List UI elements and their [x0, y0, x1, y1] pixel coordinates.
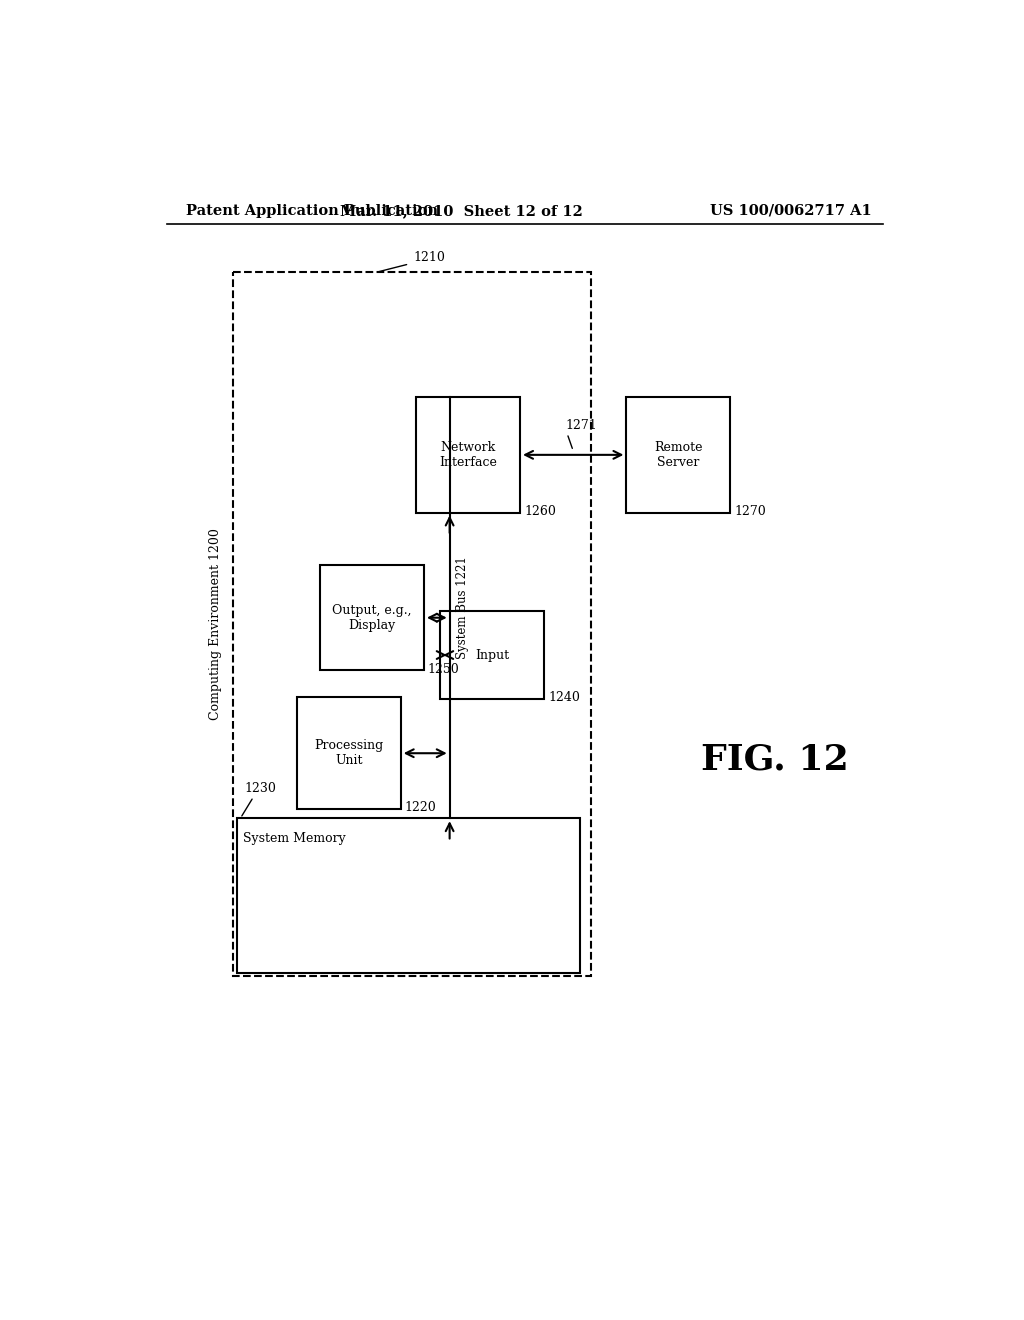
Text: US 100/0062717 A1: US 100/0062717 A1 [711, 203, 872, 218]
Text: 1260: 1260 [524, 506, 556, 517]
Text: Remote
Server: Remote Server [654, 441, 702, 469]
Text: System Memory: System Memory [243, 832, 345, 845]
Text: Output, e.g.,
Display: Output, e.g., Display [333, 603, 412, 632]
Text: 1271: 1271 [565, 418, 597, 432]
Text: FIG. 12: FIG. 12 [701, 742, 849, 776]
Text: Computing Environment 1200: Computing Environment 1200 [209, 528, 222, 721]
Text: 1270: 1270 [734, 506, 766, 517]
Text: Patent Application Publication: Patent Application Publication [186, 203, 438, 218]
Text: 1230: 1230 [245, 783, 276, 795]
Text: Mar. 11, 2010  Sheet 12 of 12: Mar. 11, 2010 Sheet 12 of 12 [340, 203, 583, 218]
Text: 1240: 1240 [548, 692, 580, 705]
Text: 1210: 1210 [414, 251, 445, 264]
Text: Input: Input [475, 648, 509, 661]
Text: Network
Interface: Network Interface [439, 441, 498, 469]
Text: 1220: 1220 [404, 801, 436, 814]
Text: 1250: 1250 [428, 663, 460, 676]
Text: Processing
Unit: Processing Unit [314, 739, 384, 767]
Text: System Bus 1221: System Bus 1221 [456, 556, 469, 659]
